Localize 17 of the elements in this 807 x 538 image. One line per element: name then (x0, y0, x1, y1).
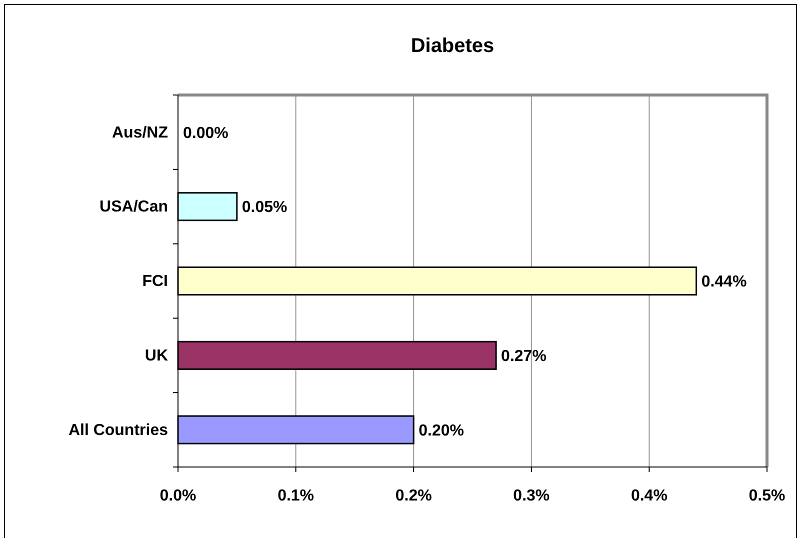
y-tick-label: Aus/NZ (112, 124, 168, 142)
data-label: 0.20% (418, 422, 464, 440)
y-tick-label: UK (144, 348, 168, 365)
y-tick-label: FCI (142, 273, 168, 290)
x-tick-label: 0.4% (630, 488, 668, 505)
chart-title: Diabetes (410, 35, 494, 57)
data-label: 0.00% (183, 124, 228, 142)
y-tick-label: All Countries (68, 422, 168, 439)
data-label: 0.27% (501, 348, 546, 365)
data-label: 0.05% (242, 199, 288, 216)
y-tick-label: USA/Can (100, 198, 168, 216)
x-tick-label: 0.3% (513, 488, 550, 505)
data-label: 0.44% (701, 274, 747, 291)
x-tick-label: 0.0% (160, 488, 196, 505)
x-tick-label: 0.5% (748, 488, 786, 505)
x-tick-label: 0.2% (395, 488, 432, 505)
x-tick-label: 0.1% (278, 488, 314, 505)
